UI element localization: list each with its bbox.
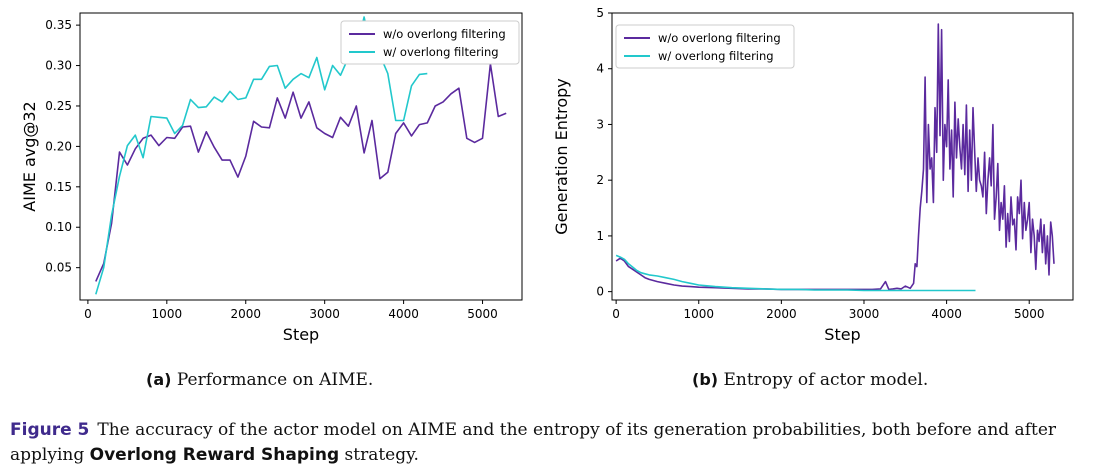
aime-series-without-filtering-line (95, 63, 507, 282)
aime-y-tick-label: 0.35 (45, 18, 72, 32)
entropy-y-tick-label: 3 (596, 117, 604, 131)
entropy-legend-with-filtering-label: w/ overlong filtering (658, 49, 774, 63)
aime-legend-with-filtering-label: w/ overlong filtering (383, 45, 499, 59)
subcaption-b: (b) Entropy of actor model. (692, 370, 928, 390)
aime-y-tick-label: 0.30 (45, 59, 72, 73)
entropy-x-tick-label: 0 (612, 307, 620, 321)
subcaption-a-text: Performance on AIME. (176, 370, 374, 390)
entropy-y-tick-label: 4 (596, 62, 604, 76)
entropy-x-tick-label: 4000 (931, 307, 962, 321)
aime-legend-without-filtering-label: w/o overlong filtering (383, 27, 506, 41)
aime-y-tick-label: 0.15 (45, 180, 72, 194)
figure-text-2: strategy. (344, 445, 419, 465)
aime-y-tick-label: 0.05 (45, 261, 72, 275)
entropy-x-tick-label: 5000 (1014, 307, 1045, 321)
entropy-y-tick-label: 2 (596, 173, 604, 187)
entropy-series-with-filtering-line (615, 254, 976, 292)
aime-y-axis-label: AIME avg@32 (20, 101, 39, 211)
entropy-legend-box (615, 24, 795, 69)
entropy-y-tick-label: 1 (596, 229, 604, 243)
aime-y-tick-label: 0.25 (45, 99, 72, 113)
aime-performance-chart: 0 1000 2000 3000 4000 5000 0.05 0.10 0.15 0.20 0.2… (20, 12, 523, 344)
entropy-legend: w/o overlong filtering w/ overlong filter… (615, 24, 795, 69)
entropy-x-tick-label: 3000 (849, 307, 880, 321)
aime-x-tick-label: 3000 (309, 307, 340, 321)
entropy-legend-without-filtering-label: w/o overlong filtering (658, 31, 781, 45)
aime-x-tick-label: 1000 (152, 307, 183, 321)
entropy-chart: 0 1000 2000 3000 4000 5000 0 1 2 3 4 5 Step Generatio… (552, 6, 1074, 344)
aime-legend: w/o overlong filtering w/ overlong filter… (340, 20, 520, 65)
figure-strategy: Overlong Reward Shaping (89, 445, 340, 465)
aime-axes-frame (79, 12, 523, 301)
aime-x-tick-label: 2000 (230, 307, 261, 321)
aime-x-axis-label: Step (283, 325, 319, 344)
subcaption-a-tag: (a) (146, 370, 172, 389)
subcaption-a: (a) Performance on AIME. (146, 370, 373, 390)
figure-caption: Figure 5 The accuracy of the actor model … (10, 418, 1090, 468)
entropy-y-tick-label: 5 (596, 6, 604, 20)
entropy-y-tick-label: 0 (596, 285, 604, 299)
entropy-x-axis-label: Step (824, 325, 860, 344)
aime-x-tick-label: 4000 (388, 307, 419, 321)
aime-y-tick-label: 0.20 (45, 139, 72, 153)
subcaption-b-text: Entropy of actor model. (723, 370, 929, 390)
aime-x-tick-label: 0 (84, 307, 92, 321)
entropy-axes-frame (611, 12, 1074, 301)
entropy-y-axis-label: Generation Entropy (552, 78, 571, 235)
aime-x-tick-label: 5000 (467, 307, 498, 321)
figure-tag: Figure 5 (10, 420, 90, 440)
entropy-x-tick-label: 1000 (683, 307, 714, 321)
entropy-x-tick-label: 2000 (766, 307, 797, 321)
subcaption-b-tag: (b) (692, 370, 719, 389)
aime-legend-box (340, 20, 520, 65)
figure-text-1: The accuracy of the actor model on AIME … (10, 420, 1057, 465)
aime-y-tick-label: 0.10 (45, 220, 72, 234)
